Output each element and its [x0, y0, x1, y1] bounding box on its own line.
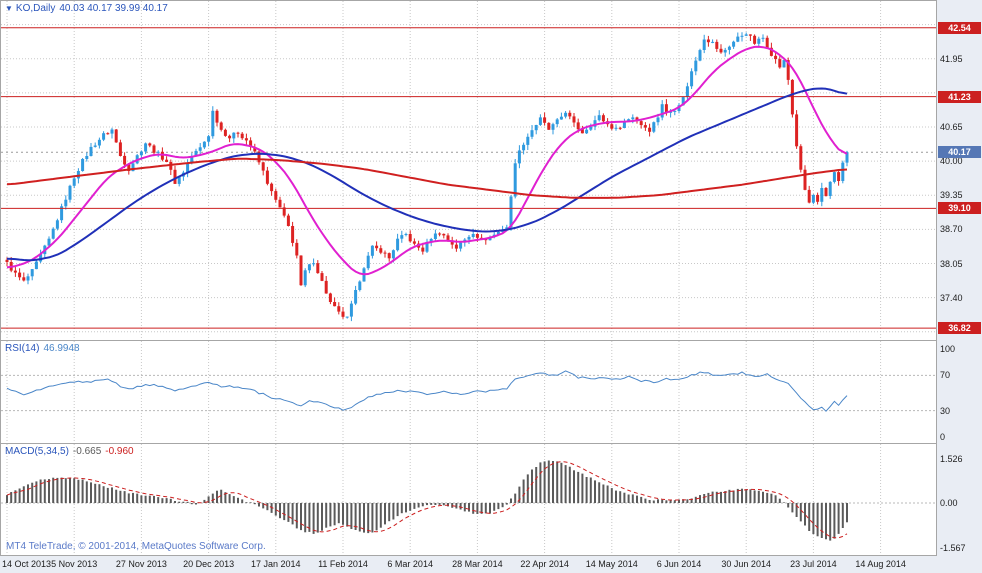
price-label: 38.70 [940, 224, 963, 235]
dropdown-triangle-icon[interactable]: ▼ [5, 4, 13, 13]
rsi-caption: RSI(14) 46.9948 [5, 343, 84, 354]
rsi-scale-label: 70 [940, 370, 951, 381]
date-label: 14 May 2014 [585, 559, 638, 569]
copyright-watermark: MT4 TeleTrade, © 2001-2014, MetaQuotes S… [6, 541, 266, 552]
macd-scale-label: -1.567 [940, 543, 966, 554]
price-chart-panel[interactable]: ▼ KO,Daily 40.03 40.17 39.99 40.17 [0, 0, 937, 341]
macd-scale-label: 0.00 [940, 498, 958, 508]
date-label: 14 Oct 2013 [2, 559, 52, 569]
price-label: 40.65 [940, 122, 963, 132]
macd-value-signal: -0.960 [105, 446, 134, 457]
bid-price-badge: 40.17 [938, 146, 981, 159]
macd-value-main: -0.665 [72, 446, 102, 457]
rsi-canvas[interactable] [1, 341, 936, 442]
date-label: 6 Jun 2014 [656, 559, 702, 569]
price-line-badge: 39.10 [938, 202, 981, 215]
chart-title: ▼ KO,Daily 40.03 40.17 39.99 40.17 [5, 3, 172, 14]
date-label: 30 Jun 2014 [721, 559, 771, 569]
price-label: 40.00 [940, 156, 963, 167]
date-label: 23 Jul 2014 [790, 559, 837, 569]
date-label: 20 Dec 2013 [183, 559, 235, 569]
symbol-period-label: KO,Daily [15, 3, 56, 14]
ohlc-values: 40.03 40.17 39.99 40.17 [59, 3, 168, 14]
rsi-scale-label: 100 [940, 344, 956, 354]
date-label: 14 Aug 2014 [855, 559, 906, 569]
macd-caption: MACD(5,34,5) -0.665 -0.960 [5, 446, 138, 457]
rsi-label: RSI(14) [5, 343, 40, 354]
price-label: 37.40 [940, 292, 963, 303]
rsi-panel[interactable]: RSI(14) 46.9948 [0, 341, 937, 444]
macd-panel[interactable]: MACD(5,34,5) -0.665 -0.960 MT4 TeleTrade, … [0, 444, 937, 556]
rsi-scale-label: 0 [940, 432, 946, 442]
price-label: 38.05 [940, 258, 963, 269]
date-label: 17 Jan 2014 [251, 559, 301, 569]
macd-canvas[interactable] [1, 444, 936, 554]
date-label: 27 Nov 2013 [115, 559, 167, 569]
rsi-value: 46.9948 [43, 343, 80, 354]
date-label: 22 Apr 2014 [520, 559, 569, 569]
date-label: 5 Nov 2013 [51, 559, 98, 569]
date-axis[interactable]: 14 Oct 2013 5 Nov 2013 27 Nov 2013 20 Dec 2… [0, 556, 937, 573]
price-line-badge: 42.54 [938, 21, 981, 34]
price-chart-canvas[interactable] [1, 1, 936, 340]
price-line-badge: 41.23 [938, 90, 981, 103]
macd-scale-label: 1.526 [940, 453, 963, 464]
price-line-badge: 36.82 [938, 322, 981, 335]
date-label: 11 Feb 2014 [318, 559, 368, 569]
macd-label: MACD(5,34,5) [5, 446, 69, 457]
date-label: 6 Mar 2014 [387, 559, 433, 569]
rsi-scale-label: 30 [940, 405, 951, 416]
price-label: 39.35 [940, 190, 963, 201]
price-scale[interactable]: 41.95 40.65 40.00 39.35 38.70 38.05 37.40 42.54… [937, 0, 982, 573]
price-label: 41.95 [940, 53, 963, 64]
date-label: 28 Mar 2014 [452, 559, 503, 569]
